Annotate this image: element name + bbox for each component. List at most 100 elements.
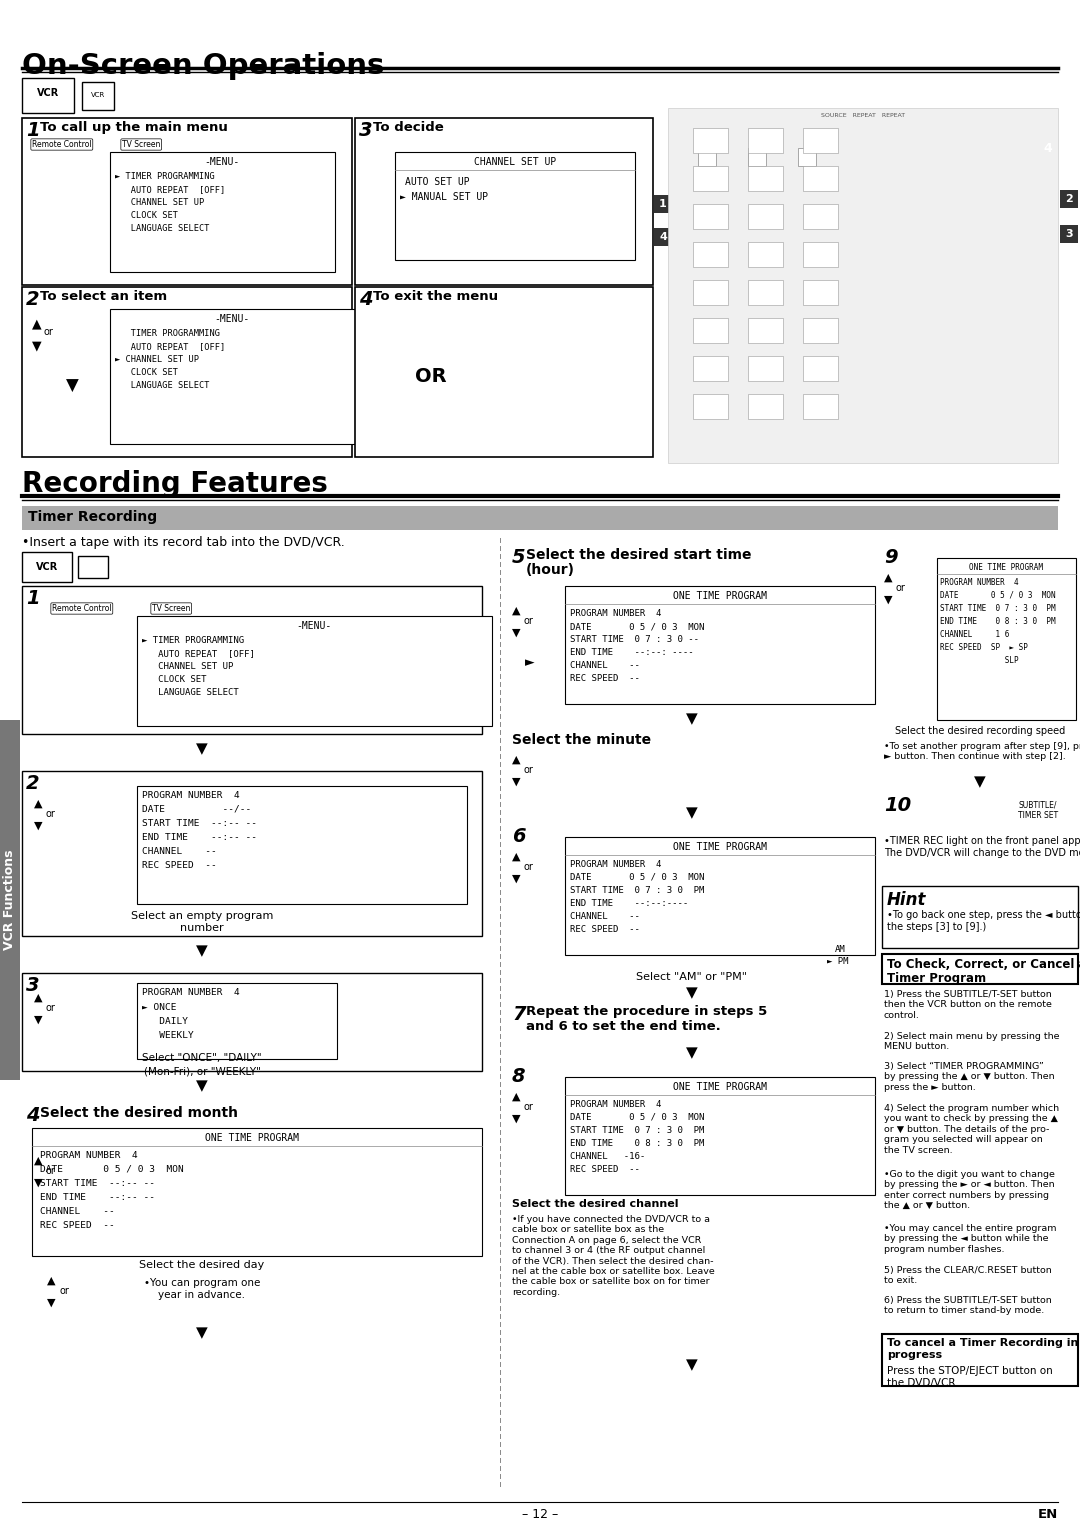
Text: ▼: ▼ (48, 1299, 55, 1308)
Text: Select the desired recording speed: Select the desired recording speed (895, 726, 1065, 736)
Bar (748, 148, 766, 166)
Text: ► MANUAL SET UP: ► MANUAL SET UP (400, 192, 488, 201)
Text: or: or (524, 617, 534, 626)
Text: 10: 10 (885, 797, 912, 815)
Bar (748, 166, 783, 191)
Bar (693, 243, 728, 267)
Text: SUBTITLE/
TIMER SET: SUBTITLE/ TIMER SET (1018, 801, 1058, 821)
Bar (698, 148, 716, 166)
Text: ONE TIME PROGRAM: ONE TIME PROGRAM (205, 1132, 299, 1143)
Text: or: or (896, 583, 906, 594)
Text: CHANNEL    --: CHANNEL -- (570, 661, 639, 670)
Text: LANGUAGE SELECT: LANGUAGE SELECT (114, 382, 210, 391)
Text: DATE       0 5 / 0 3  MON: DATE 0 5 / 0 3 MON (570, 623, 704, 630)
Text: END TIME    0 8 : 3 0  PM: END TIME 0 8 : 3 0 PM (940, 617, 1055, 626)
Text: 9: 9 (885, 548, 897, 568)
Text: START TIME  0 7 : 3 0 --: START TIME 0 7 : 3 0 -- (570, 635, 699, 644)
Bar (22, 118, 352, 285)
Bar (565, 586, 875, 703)
Bar (110, 153, 335, 272)
Text: CHANNEL SET UP: CHANNEL SET UP (474, 157, 556, 166)
Text: ▼: ▼ (686, 1357, 698, 1372)
Text: ONE TIME PROGRAM: ONE TIME PROGRAM (673, 591, 767, 601)
Text: 4) Select the program number which
you want to check by pressing the ▲
or ▼ butt: 4) Select the program number which you w… (885, 1103, 1059, 1155)
Text: ▲: ▲ (512, 852, 521, 862)
Text: DATE       0 5 / 0 3  MON: DATE 0 5 / 0 3 MON (940, 591, 1055, 600)
Text: PROGRAM NUMBER  4: PROGRAM NUMBER 4 (40, 1151, 138, 1160)
Bar (748, 243, 783, 267)
Bar (798, 148, 816, 166)
Text: AM: AM (835, 945, 846, 954)
Text: REC SPEED  --: REC SPEED -- (570, 674, 639, 684)
Text: •Go to the digit you want to change
by pressing the ► or ◄ button. Then
enter co: •Go to the digit you want to change by p… (885, 1170, 1055, 1210)
Text: ► TIMER PROGRAMMING: ► TIMER PROGRAMMING (141, 636, 244, 645)
Bar (654, 195, 672, 214)
Bar (804, 204, 838, 229)
Bar (804, 128, 838, 153)
Bar (693, 317, 728, 343)
Text: Select the desired start time: Select the desired start time (526, 548, 752, 562)
Bar (669, 108, 1058, 462)
Bar (654, 227, 672, 246)
Bar (748, 204, 783, 229)
Text: REC SPEED  --: REC SPEED -- (570, 1164, 639, 1173)
Text: To exit the menu: To exit the menu (373, 290, 498, 304)
Bar (804, 279, 838, 305)
Bar (1038, 137, 1058, 160)
Text: TIMER PROGRAMMING: TIMER PROGRAMMING (114, 330, 220, 337)
Bar (693, 128, 728, 153)
Text: 1: 1 (26, 121, 40, 140)
Text: 2: 2 (26, 774, 40, 794)
Bar (748, 279, 783, 305)
Text: ▼: ▼ (33, 1015, 42, 1025)
Text: ▲: ▲ (512, 1093, 521, 1102)
Text: EN: EN (1038, 1508, 1058, 1521)
Text: 7: 7 (512, 1006, 526, 1024)
Bar (693, 166, 728, 191)
Text: Press the STOP/EJECT button on
the DVD/VCR.: Press the STOP/EJECT button on the DVD/V… (887, 1366, 1053, 1387)
Bar (804, 394, 838, 420)
Text: or: or (524, 1102, 534, 1112)
Text: REC SPEED  --: REC SPEED -- (141, 861, 217, 870)
Text: TV Screen: TV Screen (122, 140, 160, 150)
Text: AUTO REPEAT  [OFF]: AUTO REPEAT [OFF] (114, 185, 226, 194)
Text: 3: 3 (359, 121, 373, 140)
Text: 1) Press the SUBTITLE/T-SET button
then the VCR button on the remote
control.: 1) Press the SUBTITLE/T-SET button then … (885, 990, 1052, 1019)
Text: DATE          --/--: DATE --/-- (141, 806, 252, 813)
Text: •To go back one step, press the ◄ button (during
the steps [3] to [9].): •To go back one step, press the ◄ button… (887, 909, 1080, 931)
Bar (78, 555, 108, 578)
Text: PROGRAM NUMBER  4: PROGRAM NUMBER 4 (570, 1100, 661, 1109)
Text: ▲: ▲ (885, 572, 892, 583)
Bar (395, 153, 635, 259)
Bar (804, 279, 838, 305)
Text: ▲: ▲ (33, 993, 42, 1003)
Bar (882, 887, 1078, 948)
Text: START TIME  --:-- --: START TIME --:-- -- (141, 819, 257, 829)
Text: To decide: To decide (373, 121, 444, 134)
Text: On-Screen Operations: On-Screen Operations (22, 52, 384, 79)
Bar (748, 128, 783, 153)
Bar (22, 78, 75, 113)
Bar (693, 317, 728, 343)
Text: PROGRAM NUMBER  4: PROGRAM NUMBER 4 (141, 987, 240, 996)
Bar (804, 243, 838, 267)
Bar (673, 113, 1053, 458)
Text: 2: 2 (26, 290, 40, 308)
Text: ONE TIME PROGRAM: ONE TIME PROGRAM (673, 1082, 767, 1093)
Text: or: or (46, 809, 56, 819)
Text: DATE       0 5 / 0 3  MON: DATE 0 5 / 0 3 MON (40, 1164, 184, 1173)
Bar (748, 243, 783, 267)
Text: ▼: ▼ (197, 1077, 207, 1093)
Text: •To set another program after step [9], press the
► button. Then continue with s: •To set another program after step [9], … (885, 742, 1080, 761)
Text: 4: 4 (1043, 142, 1052, 156)
Text: CLOCK SET: CLOCK SET (141, 674, 206, 684)
Text: START TIME  0 7 : 3 0  PM: START TIME 0 7 : 3 0 PM (570, 1126, 704, 1135)
Text: •If you have connected the DVD/VCR to a
cable box or satellite box as the
Connec: •If you have connected the DVD/VCR to a … (512, 1215, 715, 1297)
Text: 4: 4 (26, 1106, 40, 1125)
Text: ▼: ▼ (66, 377, 79, 395)
Bar (1059, 224, 1078, 243)
Text: ▼: ▼ (33, 821, 42, 832)
Text: or: or (524, 862, 534, 871)
Bar (748, 317, 783, 343)
Text: CHANNEL    --: CHANNEL -- (40, 1207, 114, 1216)
